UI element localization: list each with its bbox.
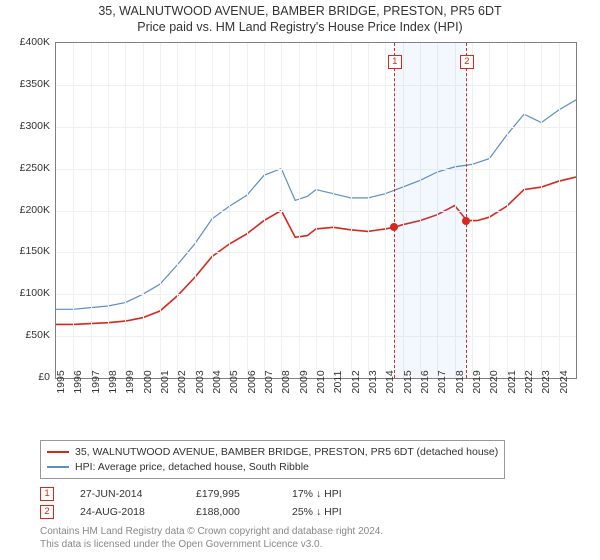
x-axis-label: 2020 — [488, 370, 500, 393]
y-axis-label: £0 — [38, 371, 50, 383]
footer-line-2: This data is licensed under the Open Gov… — [40, 538, 570, 551]
sale-pct-1: 17% ↓ HPI — [292, 488, 342, 500]
y-axis-label: £50K — [25, 329, 50, 341]
y-axis-label: £400K — [20, 36, 50, 48]
chart-container: 35, WALNUTWOOD AVENUE, BAMBER BRIDGE, PR… — [0, 0, 600, 560]
sale-price-2: £188,000 — [196, 506, 266, 518]
footer-line-1: Contains HM Land Registry data © Crown c… — [40, 525, 570, 538]
chart-area: 12 £0£50K£100K£150K£200K£250K£300K£350K£… — [55, 42, 575, 412]
title-block: 35, WALNUTWOOD AVENUE, BAMBER BRIDGE, PR… — [0, 0, 600, 34]
sale-dot — [390, 223, 398, 231]
sale-date-2: 24-AUG-2018 — [80, 506, 170, 518]
y-axis-label: £300K — [20, 120, 50, 132]
y-axis-label: £100K — [20, 287, 50, 299]
x-axis-label: 2013 — [367, 370, 379, 393]
y-axis-label: £250K — [20, 162, 50, 174]
plot-region: 12 — [55, 42, 577, 379]
legend-label-1: 35, WALNUTWOOD AVENUE, BAMBER BRIDGE, PR… — [75, 445, 498, 460]
x-axis-label: 2008 — [280, 370, 292, 393]
x-axis-label: 2021 — [506, 370, 518, 393]
x-axis-label: 2006 — [246, 370, 258, 393]
title-main: 35, WALNUTWOOD AVENUE, BAMBER BRIDGE, PR… — [0, 4, 600, 18]
footer-text: Contains HM Land Registry data © Crown c… — [40, 525, 570, 551]
x-axis-label: 2017 — [436, 370, 448, 393]
x-axis-label: 2022 — [523, 370, 535, 393]
x-axis-label: 1999 — [124, 370, 136, 393]
x-axis-label: 2023 — [540, 370, 552, 393]
legend-box: 35, WALNUTWOOD AVENUE, BAMBER BRIDGE, PR… — [40, 440, 505, 479]
x-axis-label: 1998 — [107, 370, 119, 393]
legend-row-2: HPI: Average price, detached house, Sout… — [47, 460, 498, 475]
x-axis-label: 1996 — [72, 370, 84, 393]
legend-row-1: 35, WALNUTWOOD AVENUE, BAMBER BRIDGE, PR… — [47, 445, 498, 460]
x-axis-label: 2000 — [142, 370, 154, 393]
legend-swatch-1 — [47, 451, 69, 453]
x-axis-label: 1997 — [90, 370, 102, 393]
legend-and-notes: 35, WALNUTWOOD AVENUE, BAMBER BRIDGE, PR… — [40, 440, 570, 551]
x-axis-label: 2004 — [211, 370, 223, 393]
x-axis-label: 2011 — [332, 371, 344, 394]
sale-row-1: 1 27-JUN-2014 £179,995 17% ↓ HPI — [40, 487, 570, 501]
x-axis-label: 2003 — [194, 370, 206, 393]
x-axis-label: 2014 — [384, 370, 396, 393]
sale-row-2: 2 24-AUG-2018 £188,000 25% ↓ HPI — [40, 505, 570, 519]
x-axis-label: 1995 — [55, 370, 67, 393]
y-axis-label: £350K — [20, 78, 50, 90]
y-axis-label: £150K — [20, 245, 50, 257]
sale-price-1: £179,995 — [196, 488, 266, 500]
y-axis-label: £200K — [20, 204, 50, 216]
x-axis-label: 2018 — [454, 370, 466, 393]
sale-marker-1: 1 — [40, 487, 54, 501]
title-sub: Price paid vs. HM Land Registry's House … — [0, 20, 600, 34]
x-axis-label: 2009 — [298, 370, 310, 393]
x-axis-label: 2007 — [263, 370, 275, 393]
x-axis-label: 2019 — [471, 370, 483, 393]
x-axis-label: 2002 — [176, 370, 188, 393]
sale-pct-2: 25% ↓ HPI — [292, 506, 342, 518]
x-axis-label: 2005 — [228, 370, 240, 393]
x-axis-label: 2010 — [315, 370, 327, 393]
sale-marker-2: 2 — [40, 505, 54, 519]
legend-swatch-2 — [47, 466, 69, 468]
x-axis-label: 2001 — [159, 370, 171, 393]
x-axis-label: 2012 — [350, 370, 362, 393]
sale-dot — [462, 217, 470, 225]
sale-date-1: 27-JUN-2014 — [80, 488, 170, 500]
sale-table: 1 27-JUN-2014 £179,995 17% ↓ HPI 2 24-AU… — [40, 487, 570, 519]
legend-label-2: HPI: Average price, detached house, Sout… — [75, 460, 309, 475]
chart-sale-marker: 1 — [388, 55, 402, 69]
x-axis-label: 2024 — [558, 370, 570, 393]
chart-sale-marker: 2 — [460, 55, 474, 69]
x-axis-label: 2016 — [419, 370, 431, 393]
x-axis-label: 2015 — [402, 370, 414, 393]
